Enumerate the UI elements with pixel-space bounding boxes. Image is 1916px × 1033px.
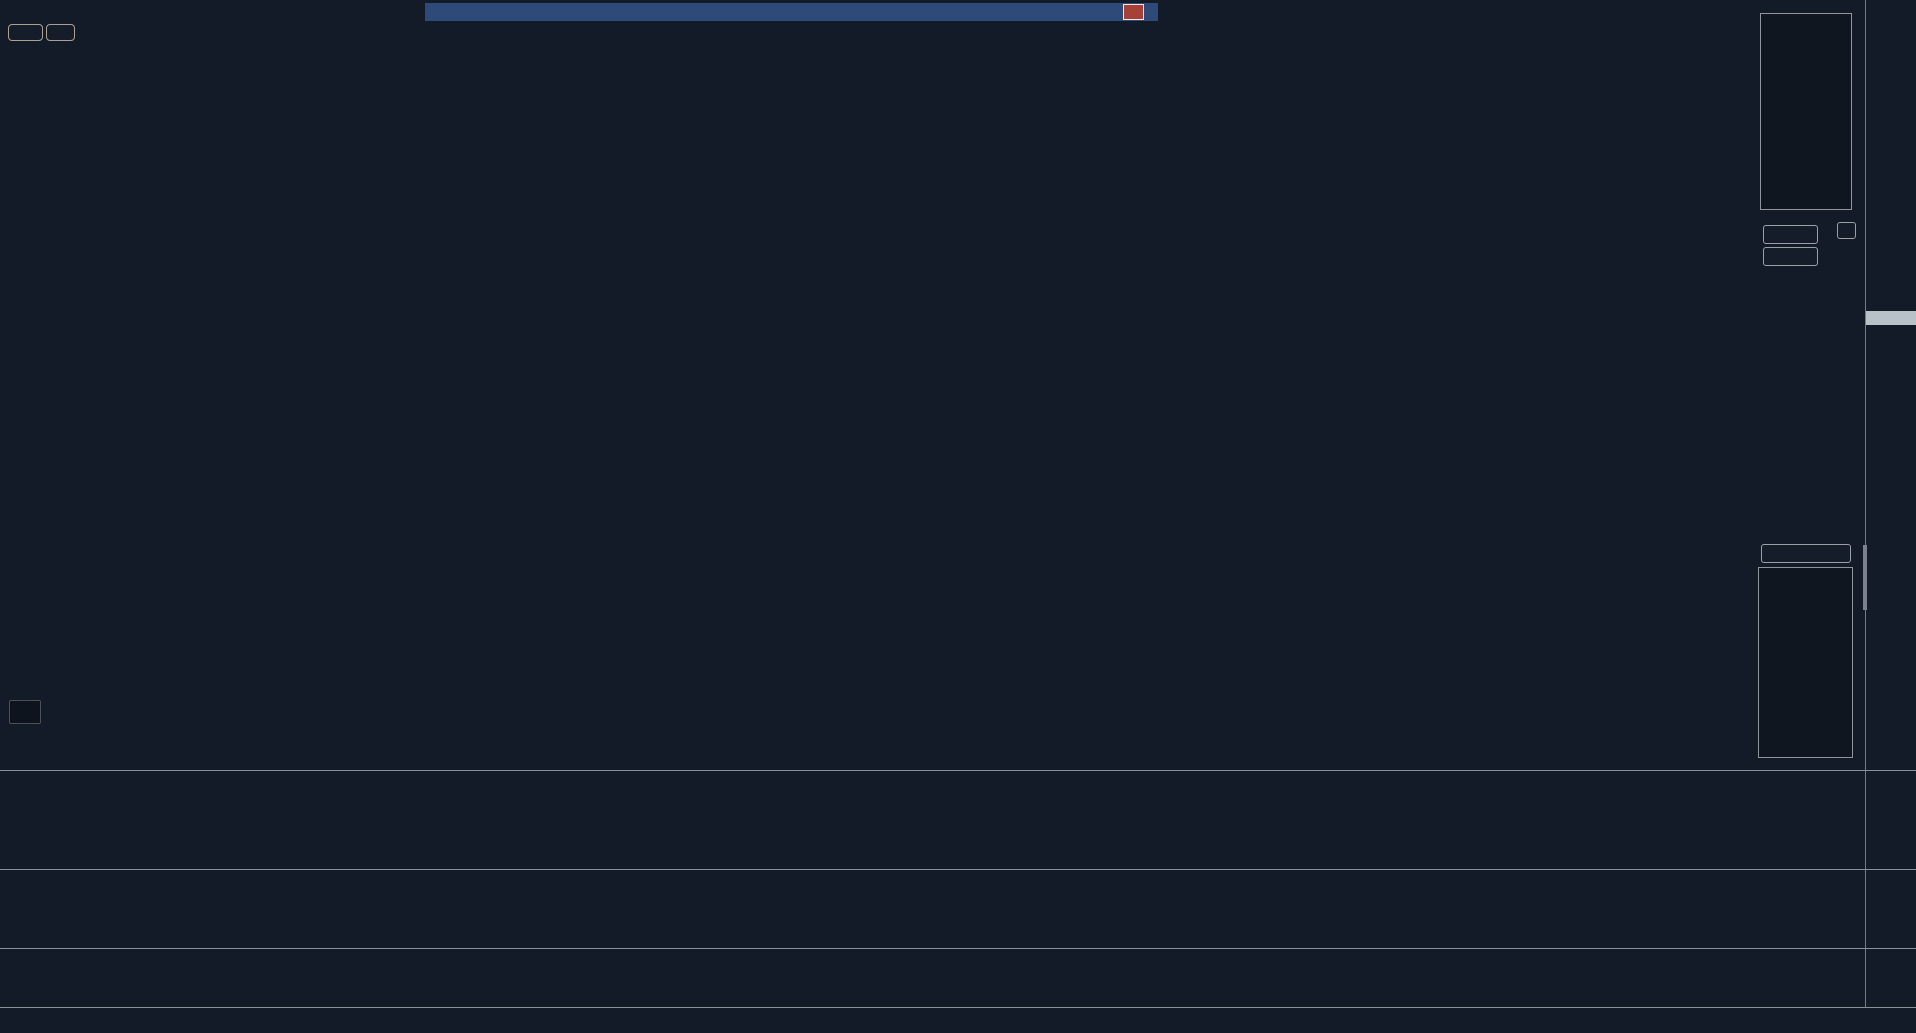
news-close-button[interactable] xyxy=(1123,4,1144,20)
bid-price-box xyxy=(1866,311,1916,325)
on-toggle-button[interactable] xyxy=(9,700,41,724)
new-button[interactable] xyxy=(8,24,43,41)
del-button[interactable] xyxy=(46,24,75,41)
cci275-indicator-canvas[interactable] xyxy=(0,870,1865,948)
symbol-button-btcusd[interactable] xyxy=(1763,225,1818,244)
pta-indicator-canvas[interactable] xyxy=(0,771,1865,868)
panel-separator[interactable] xyxy=(0,770,1916,771)
panel-close-button[interactable] xyxy=(1837,222,1856,239)
trade-info-panel xyxy=(1758,567,1853,758)
symbol-button-xauusd[interactable] xyxy=(1763,247,1818,266)
main-chart-canvas[interactable] xyxy=(0,0,1865,770)
panel-separator[interactable] xyxy=(0,869,1916,870)
price-axis-separator xyxy=(1865,0,1866,1007)
quote-panel xyxy=(1760,13,1852,210)
news-reader-bar xyxy=(425,3,1158,21)
panel-separator xyxy=(0,1007,1916,1008)
chart-marker-layer xyxy=(0,0,1865,770)
close-all-trades-button[interactable] xyxy=(1761,544,1851,563)
cci1000-indicator-canvas[interactable] xyxy=(0,949,1865,1007)
panel-separator[interactable] xyxy=(0,948,1916,949)
axis-scroll-thumb[interactable] xyxy=(1863,545,1867,610)
